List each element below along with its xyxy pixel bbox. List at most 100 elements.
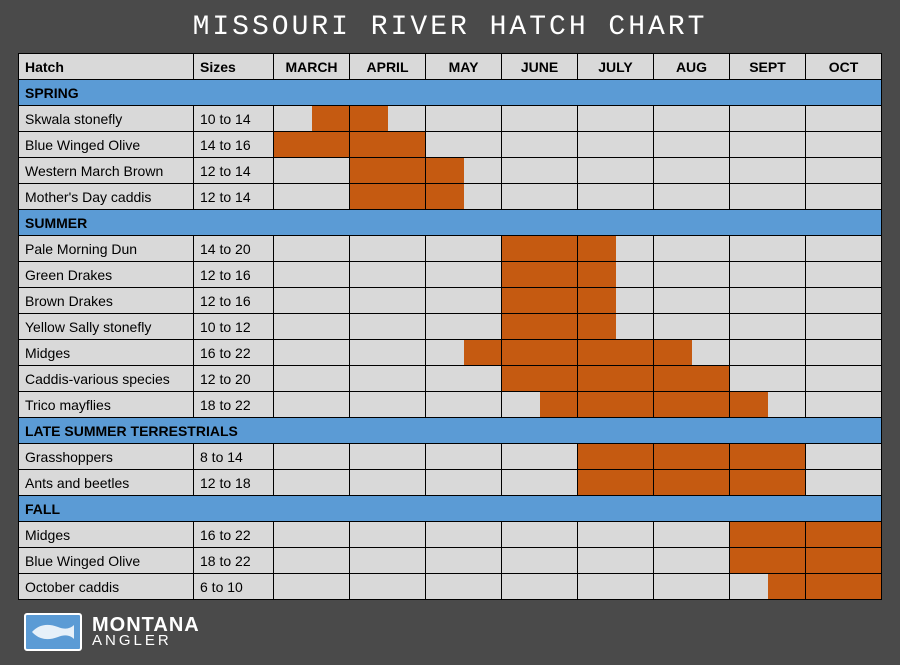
table-row: Green Drakes12 to 16: [19, 262, 882, 288]
month-cell: [806, 574, 882, 600]
section-label: LATE SUMMER TERRESTRIALS: [19, 418, 882, 444]
month-cell: [730, 470, 806, 496]
table-row: Midges16 to 22: [19, 340, 882, 366]
month-cell: [578, 444, 654, 470]
month-cell: [654, 262, 730, 288]
month-cell: [426, 132, 502, 158]
month-cell: [502, 288, 578, 314]
hatch-sizes: 12 to 18: [194, 470, 274, 496]
month-cell: [274, 262, 350, 288]
month-cell: [274, 392, 350, 418]
month-cell: [426, 392, 502, 418]
month-cell: [350, 158, 426, 184]
hatch-bar: [350, 184, 425, 209]
table-row: October caddis6 to 10: [19, 574, 882, 600]
month-cell: [502, 366, 578, 392]
hatch-sizes: 18 to 22: [194, 392, 274, 418]
month-cell: [350, 470, 426, 496]
month-cell: [274, 288, 350, 314]
month-cell: [502, 444, 578, 470]
hatch-name: Midges: [19, 522, 194, 548]
hatch-name: Green Drakes: [19, 262, 194, 288]
month-cell: [806, 522, 882, 548]
month-cell: [274, 132, 350, 158]
section-label: FALL: [19, 496, 882, 522]
month-cell: [654, 288, 730, 314]
month-cell: [730, 340, 806, 366]
month-cell: [502, 574, 578, 600]
month-cell: [578, 262, 654, 288]
hatch-bar: [578, 262, 616, 287]
month-cell: [502, 522, 578, 548]
month-cell: [730, 236, 806, 262]
month-cell: [502, 106, 578, 132]
hatch-bar: [578, 392, 653, 417]
month-cell: [806, 340, 882, 366]
month-cell: [654, 392, 730, 418]
hatch-bar: [654, 366, 729, 391]
hatch-bar: [464, 340, 502, 365]
hatch-bar: [578, 340, 653, 365]
hatch-bar: [578, 288, 616, 313]
month-cell: [578, 522, 654, 548]
hatch-bar: [502, 366, 577, 391]
month-cell: [730, 548, 806, 574]
table-row: Grasshoppers8 to 14: [19, 444, 882, 470]
col-month-3: JUNE: [502, 54, 578, 80]
hatch-name: Trico mayflies: [19, 392, 194, 418]
hatch-sizes: 10 to 12: [194, 314, 274, 340]
month-cell: [426, 288, 502, 314]
section-header: SPRING: [19, 80, 882, 106]
hatch-sizes: 14 to 20: [194, 236, 274, 262]
month-cell: [730, 444, 806, 470]
month-cell: [730, 366, 806, 392]
hatch-bar: [578, 236, 616, 261]
hatch-bar: [502, 314, 577, 339]
hatch-bar: [502, 262, 577, 287]
table-row: Western March Brown12 to 14: [19, 158, 882, 184]
month-cell: [730, 288, 806, 314]
month-cell: [806, 314, 882, 340]
col-month-5: AUG: [654, 54, 730, 80]
month-cell: [730, 314, 806, 340]
hatch-sizes: 8 to 14: [194, 444, 274, 470]
header-row: Hatch Sizes MARCH APRIL MAY JUNE JULY AU…: [19, 54, 882, 80]
chart-title: MISSOURI RIVER HATCH CHART: [18, 12, 882, 43]
hatch-bar: [502, 340, 577, 365]
month-cell: [578, 340, 654, 366]
hatch-table: Hatch Sizes MARCH APRIL MAY JUNE JULY AU…: [18, 53, 882, 600]
hatch-bar: [578, 314, 616, 339]
hatch-bar: [806, 522, 881, 547]
hatch-name: Blue Winged Olive: [19, 132, 194, 158]
table-row: Brown Drakes12 to 16: [19, 288, 882, 314]
table-row: Caddis-various species12 to 20: [19, 366, 882, 392]
hatch-name: Skwala stonefly: [19, 106, 194, 132]
month-cell: [578, 106, 654, 132]
hatch-name: Grasshoppers: [19, 444, 194, 470]
section-header: LATE SUMMER TERRESTRIALS: [19, 418, 882, 444]
hatch-bar: [502, 288, 577, 313]
table-row: Skwala stonefly10 to 14: [19, 106, 882, 132]
month-cell: [426, 184, 502, 210]
logo: MONTANA ANGLER: [24, 613, 200, 651]
month-cell: [806, 262, 882, 288]
month-cell: [578, 314, 654, 340]
hatch-name: Mother's Day caddis: [19, 184, 194, 210]
hatch-bar: [654, 444, 729, 469]
month-cell: [578, 366, 654, 392]
hatch-bar: [730, 470, 805, 495]
hatch-bar: [350, 106, 388, 131]
month-cell: [426, 522, 502, 548]
month-cell: [806, 132, 882, 158]
table-row: Blue Winged Olive18 to 22: [19, 548, 882, 574]
month-cell: [350, 262, 426, 288]
hatch-sizes: 12 to 14: [194, 158, 274, 184]
month-cell: [806, 184, 882, 210]
month-cell: [350, 288, 426, 314]
month-cell: [730, 106, 806, 132]
section-label: SUMMER: [19, 210, 882, 236]
month-cell: [502, 132, 578, 158]
month-cell: [502, 314, 578, 340]
month-cell: [578, 574, 654, 600]
month-cell: [730, 522, 806, 548]
